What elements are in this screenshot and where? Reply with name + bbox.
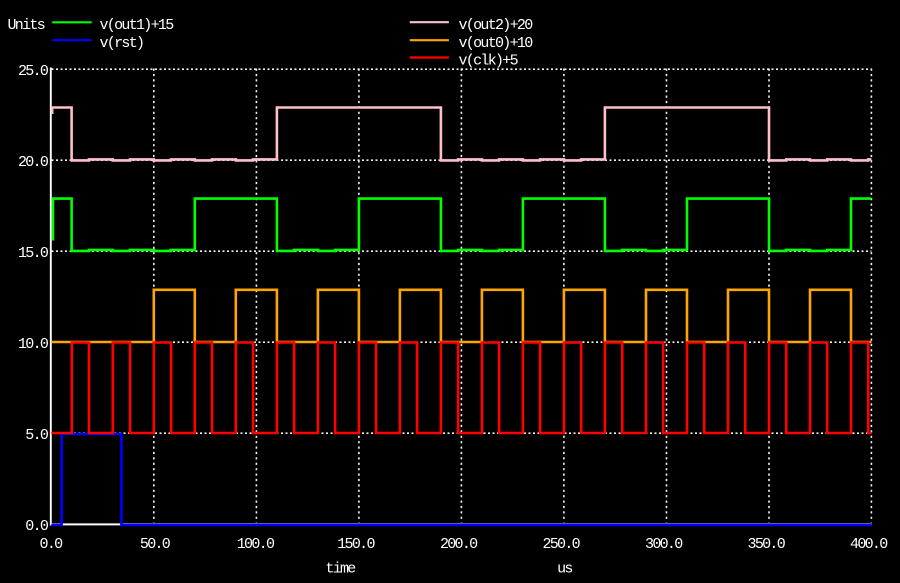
svg-text:20.0: 20.0	[18, 154, 49, 171]
svg-text:v(out0)+10: v(out0)+10	[459, 35, 534, 52]
svg-text:400.0: 400.0	[850, 536, 888, 553]
svg-text:350.0: 350.0	[748, 536, 786, 553]
svg-text:5.0: 5.0	[25, 427, 49, 444]
svg-text:v(out1)+15: v(out1)+15	[100, 17, 175, 34]
svg-text:time: time	[325, 561, 356, 578]
svg-text:0.0: 0.0	[25, 518, 49, 535]
svg-text:150.0: 150.0	[337, 536, 375, 553]
svg-text:15.0: 15.0	[18, 245, 49, 262]
svg-text:10.0: 10.0	[18, 336, 49, 353]
svg-text:25.0: 25.0	[18, 63, 49, 80]
svg-text:50.0: 50.0	[140, 536, 171, 553]
svg-text:Units: Units	[8, 17, 45, 34]
svg-text:300.0: 300.0	[645, 536, 683, 553]
svg-text:0.0: 0.0	[40, 536, 64, 553]
svg-text:v(rst): v(rst)	[100, 35, 144, 52]
svg-text:200.0: 200.0	[440, 536, 478, 553]
svg-text:100.0: 100.0	[237, 536, 275, 553]
svg-text:us: us	[557, 561, 572, 578]
svg-text:v(clk)+5: v(clk)+5	[459, 52, 519, 69]
svg-text:250.0: 250.0	[542, 536, 580, 553]
svg-text:v(out2)+20: v(out2)+20	[459, 17, 534, 34]
